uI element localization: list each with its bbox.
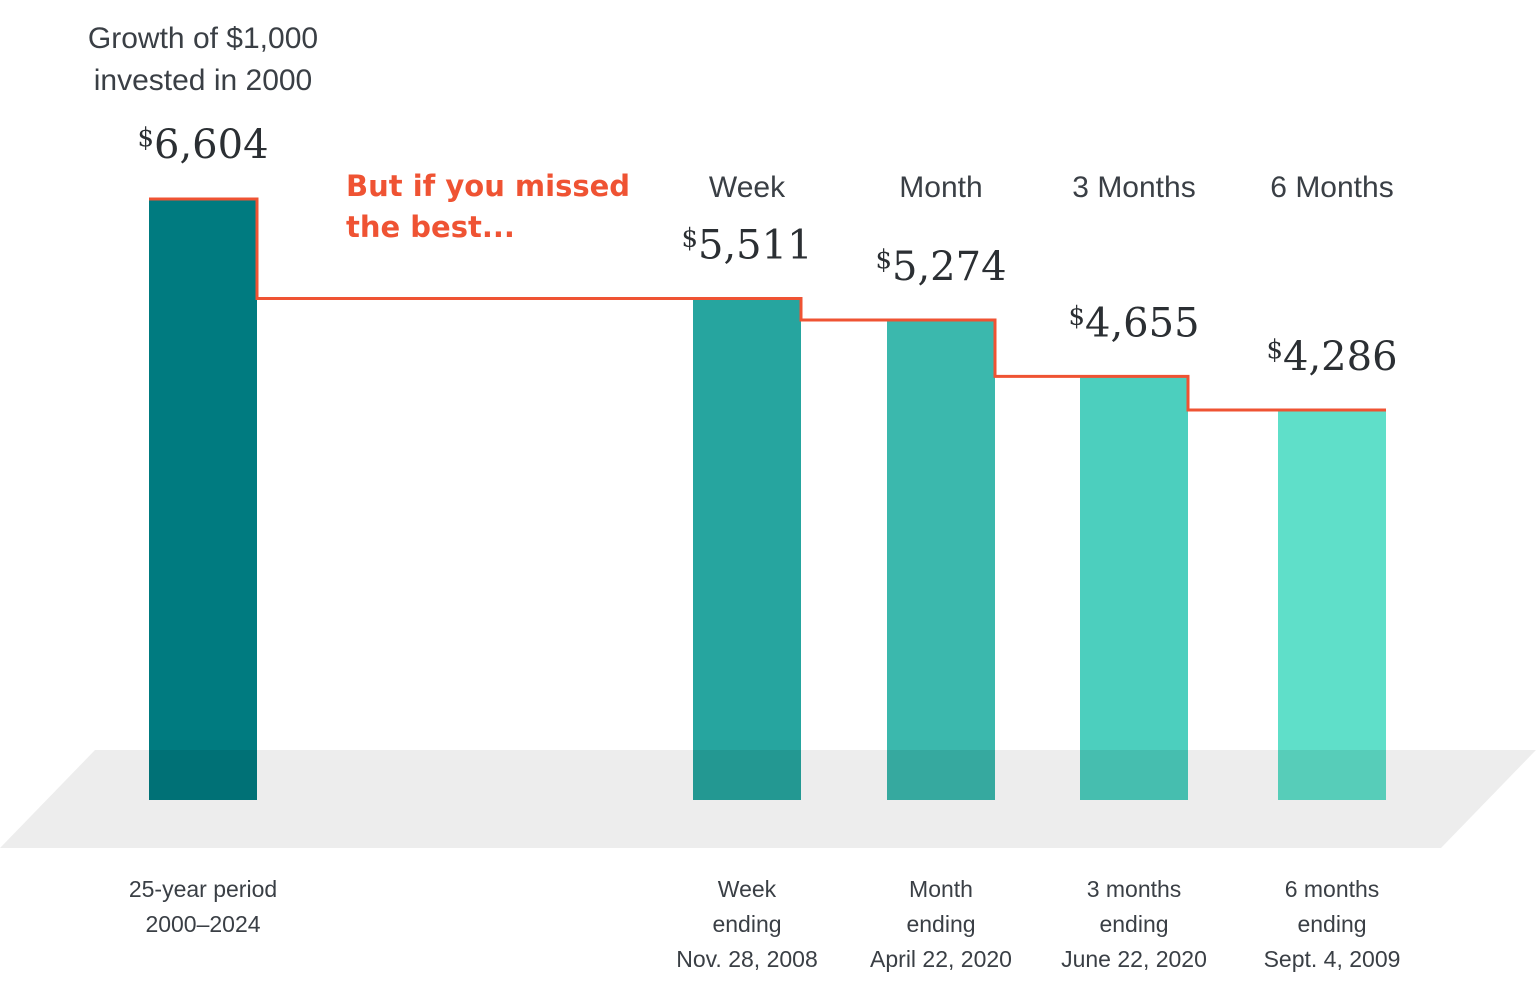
step-line (149, 197, 1386, 412)
category-label-3-line-1: Month (909, 876, 973, 902)
bar-header-3: Month (899, 171, 982, 204)
value-label-1: $6,604 (137, 122, 268, 168)
bar-shadow-3 (887, 750, 995, 800)
category-label-2-line-1: Week (718, 876, 777, 902)
category-label-5-line-2: ending (1297, 911, 1366, 937)
bar-3 (887, 320, 995, 800)
chart-title-line-2: invested in 2000 (94, 64, 313, 97)
callout-line-1: But if you missed (346, 169, 630, 203)
chart-title-line-1: Growth of $1,000 (88, 22, 318, 55)
value-label-2: $5,511 (681, 222, 812, 268)
bar-header-5: 6 Months (1270, 171, 1393, 204)
bar-header-2: Week (709, 171, 786, 204)
category-label-2-line-3: Nov. 28, 2008 (676, 946, 818, 972)
category-label-4-line-3: June 22, 2020 (1061, 946, 1207, 972)
bar-shadow-4 (1080, 750, 1188, 800)
value-label-3: $5,274 (875, 244, 1006, 290)
category-label-2-line-2: ending (712, 911, 781, 937)
bar-1 (149, 199, 257, 800)
category-label-3-line-2: ending (906, 911, 975, 937)
value-label-4: $4,655 (1068, 300, 1199, 346)
bar-5 (1278, 409, 1386, 800)
bar-shadow-1 (149, 750, 257, 800)
bar-shadow-2 (693, 750, 801, 800)
value-label-5: $4,286 (1266, 334, 1397, 380)
bar-header-4: 3 Months (1072, 171, 1195, 204)
category-label-1-line-1: 25-year period (129, 876, 277, 902)
category-label-5-line-3: Sept. 4, 2009 (1264, 946, 1401, 972)
callout-line-2: the best... (346, 210, 515, 244)
category-label-4-line-2: ending (1099, 911, 1168, 937)
category-label-5-line-1: 6 months (1285, 876, 1380, 902)
category-label-1-line-2: 2000–2024 (145, 911, 260, 937)
category-label-3-line-3: April 22, 2020 (870, 946, 1012, 972)
category-label-4-line-1: 3 months (1087, 876, 1182, 902)
bar-4 (1080, 376, 1188, 800)
bar-shadow-5 (1278, 750, 1386, 800)
bar-2 (693, 298, 801, 800)
